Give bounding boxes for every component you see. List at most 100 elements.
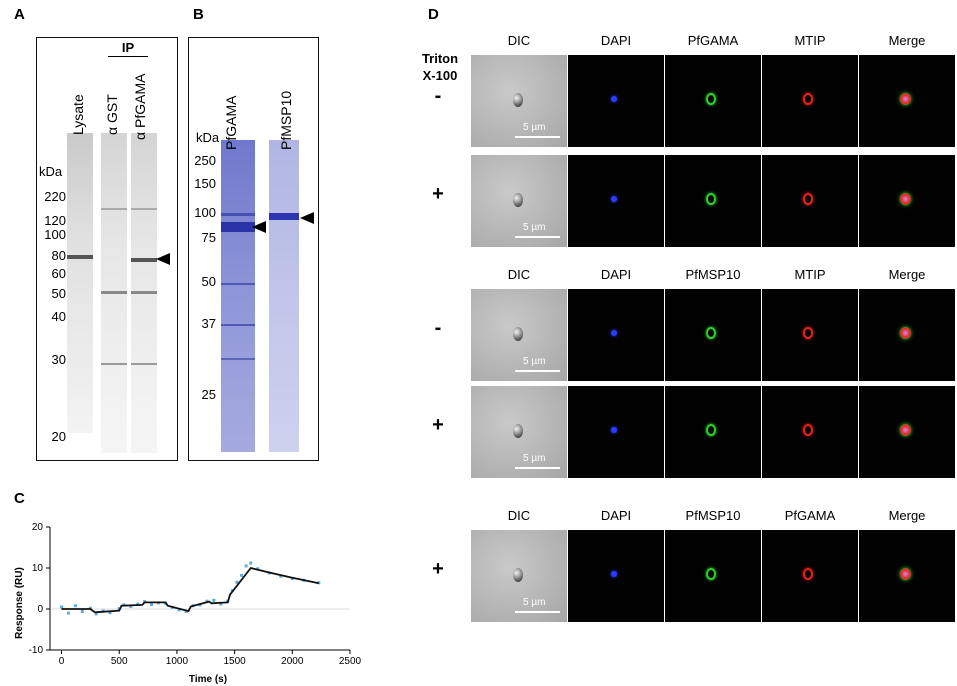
triton-sign-group1-row1: - bbox=[434, 85, 442, 107]
parasite-signal bbox=[706, 93, 716, 105]
marker-a-100: 100 bbox=[44, 227, 66, 242]
header-group1-col1: DIC bbox=[507, 33, 531, 48]
panel-c-axes: 0 500 1000 1500 2000 2500 -10 0 10 20 bbox=[29, 522, 362, 667]
scale-bar bbox=[515, 467, 560, 469]
dic-image-g3r1c1: 5 µm bbox=[471, 530, 567, 622]
measured-point bbox=[205, 599, 209, 603]
measured-point bbox=[240, 573, 244, 577]
parasite-signal bbox=[803, 424, 813, 436]
lane-label-lysate: Lysate bbox=[70, 94, 86, 135]
panel-c-chart: 0 500 1000 1500 2000 2500 -10 0 10 20 Time (s) Re… bbox=[14, 522, 362, 685]
measured-point bbox=[177, 608, 181, 612]
marker-b-25: 25 bbox=[201, 387, 216, 402]
measured-point bbox=[249, 561, 253, 565]
parasite-signal bbox=[706, 193, 716, 205]
x-tick-label: 0 bbox=[59, 656, 65, 667]
parasite-signal bbox=[611, 330, 617, 336]
scale-bar-label: 5 µm bbox=[523, 222, 546, 233]
fit-curve bbox=[61, 566, 319, 614]
panel-c-ylabel: Response (RU) bbox=[14, 567, 25, 639]
scale-bar bbox=[515, 136, 560, 138]
parasite-signal bbox=[706, 327, 716, 339]
ip-label: IP bbox=[121, 40, 135, 55]
parasite-signal bbox=[803, 193, 813, 205]
fluor-image-g2r2c2 bbox=[568, 386, 664, 478]
marker-a-60: 60 bbox=[51, 266, 66, 281]
triton-sign-group1-row2: + bbox=[432, 183, 444, 205]
measured-point bbox=[66, 611, 70, 615]
panel-a-gel-image bbox=[67, 133, 157, 453]
marker-b-250: 250 bbox=[194, 153, 216, 168]
header-group1-col2: DAPI bbox=[600, 33, 632, 48]
triton-sign-group2-row1: - bbox=[434, 317, 442, 339]
fluor-image-g1r2c4 bbox=[762, 155, 858, 247]
header-group2-col1: DIC bbox=[507, 267, 531, 282]
parasite-dic bbox=[513, 424, 523, 438]
dic-image-g2r2c1: 5 µm bbox=[471, 386, 567, 478]
parasite-signal bbox=[900, 193, 911, 205]
panel-b-kda-label: kDa bbox=[196, 130, 220, 145]
measured-point bbox=[219, 602, 223, 606]
scale-bar-label: 5 µm bbox=[523, 356, 546, 367]
fluor-image-g3r1c4 bbox=[762, 530, 858, 622]
measured-point bbox=[235, 580, 239, 584]
lane-label-anti-pfgama: α PfGAMA bbox=[132, 73, 148, 140]
merge-image-g1r1c5 bbox=[859, 55, 955, 147]
arrowhead-a bbox=[156, 253, 170, 265]
scale-bar-label: 5 µm bbox=[523, 453, 546, 464]
panel-c-xlabel: Time (s) bbox=[189, 674, 227, 685]
fluor-image-g3r1c3 bbox=[665, 530, 761, 622]
x-tick-label: 500 bbox=[111, 656, 128, 667]
x-tick-label: 1500 bbox=[223, 656, 246, 667]
marker-a-40: 40 bbox=[51, 309, 66, 324]
dic-image-g2r1c1: 5 µm bbox=[471, 289, 567, 381]
measured-point bbox=[212, 598, 216, 602]
parasite-dic bbox=[513, 568, 523, 582]
parasite-signal bbox=[611, 571, 617, 577]
fluor-image-g3r1c2 bbox=[568, 530, 664, 622]
panel-label-d: D bbox=[428, 6, 439, 23]
header-group1-col3: PfGAMA bbox=[687, 33, 739, 48]
header-group2-col4: MTIP bbox=[794, 267, 826, 282]
marker-a-30: 30 bbox=[51, 352, 66, 367]
panel-b-gel bbox=[188, 37, 319, 461]
lane-label-anti-gst: α GST bbox=[104, 94, 120, 135]
fluor-image-g2r1c4 bbox=[762, 289, 858, 381]
merge-image-g1r2c5 bbox=[859, 155, 955, 247]
triton-sign-group2-row2: + bbox=[432, 414, 444, 436]
parasite-signal bbox=[803, 568, 813, 580]
measured-point bbox=[73, 604, 77, 608]
panel-c-series bbox=[60, 561, 321, 616]
measured-point bbox=[244, 564, 248, 568]
dic-image-g1r2c1: 5 µm bbox=[471, 155, 567, 247]
parasite-signal bbox=[900, 93, 911, 105]
measured-point bbox=[94, 612, 98, 616]
fluor-image-g1r1c4 bbox=[762, 55, 858, 147]
fluor-image-g2r1c2 bbox=[568, 289, 664, 381]
measured-point bbox=[136, 602, 140, 606]
scale-bar bbox=[515, 370, 560, 372]
header-group3-col5: Merge bbox=[888, 508, 926, 523]
fluor-image-g2r2c3 bbox=[665, 386, 761, 478]
marker-b-75: 75 bbox=[201, 230, 216, 245]
marker-b-100: 100 bbox=[194, 205, 216, 220]
scale-bar bbox=[515, 611, 560, 613]
header-group2-col3: PfMSP10 bbox=[685, 267, 741, 282]
panel-a-kda-label: kDa bbox=[39, 164, 63, 179]
triton-label: Triton X-100 bbox=[421, 51, 459, 83]
parasite-signal bbox=[900, 327, 911, 339]
merge-image-g3r1c5 bbox=[859, 530, 955, 622]
scale-bar-label: 5 µm bbox=[523, 122, 546, 133]
parasite-dic bbox=[513, 193, 523, 207]
panel-b-gel-image bbox=[221, 140, 299, 452]
y-tick-label: -10 bbox=[29, 645, 44, 656]
fluor-image-g1r2c3 bbox=[665, 155, 761, 247]
header-group3-col2: DAPI bbox=[600, 508, 632, 523]
parasite-signal bbox=[611, 427, 617, 433]
measured-point bbox=[129, 605, 133, 609]
header-group3-col1: DIC bbox=[507, 508, 531, 523]
lane-label-pfmsp10: PfMSP10 bbox=[278, 90, 294, 150]
parasite-signal bbox=[900, 424, 911, 436]
x-tick-label: 2000 bbox=[281, 656, 304, 667]
x-tick-label: 2500 bbox=[339, 656, 362, 667]
